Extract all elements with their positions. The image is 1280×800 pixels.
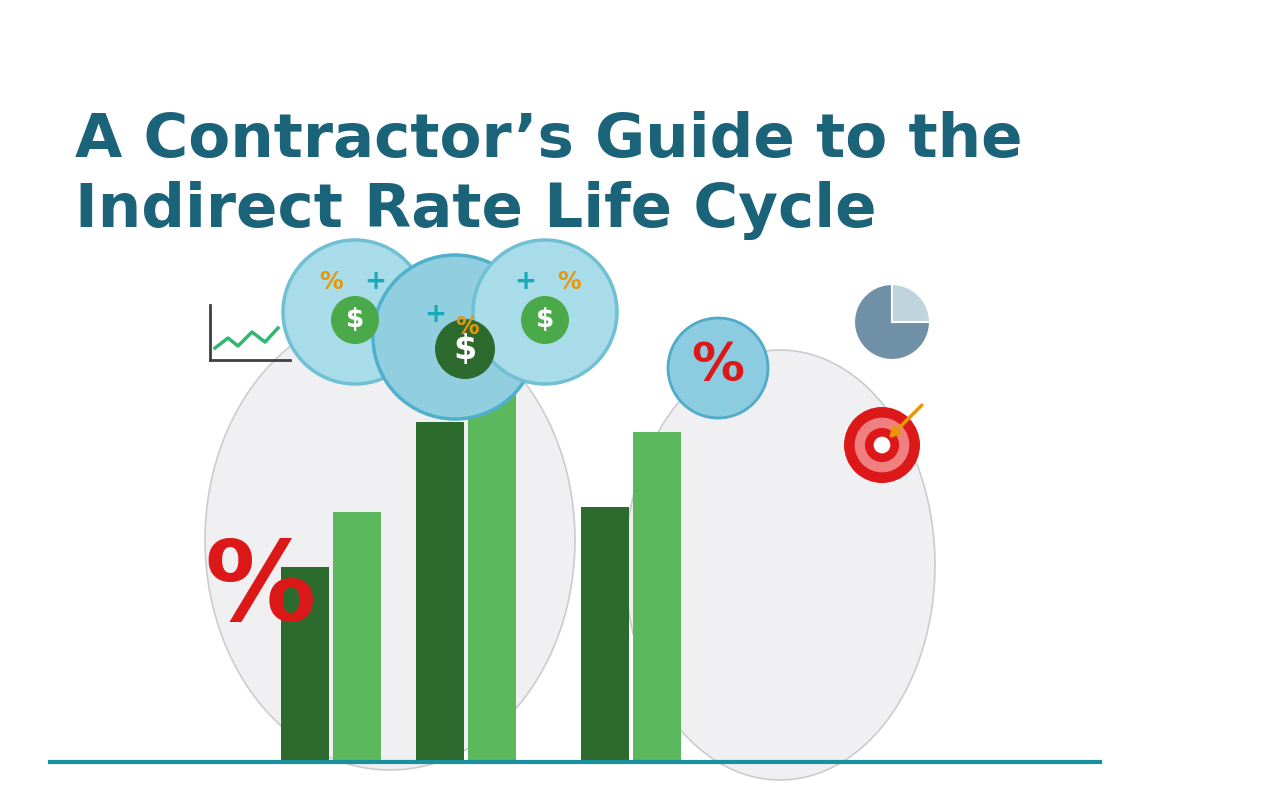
Bar (333, 512, 381, 762)
Circle shape (874, 437, 891, 454)
Circle shape (474, 240, 617, 384)
Text: %: % (691, 340, 745, 392)
Bar (468, 367, 516, 762)
Text: %: % (456, 315, 479, 339)
Text: $: $ (346, 307, 364, 333)
Wedge shape (854, 284, 931, 360)
Bar (282, 567, 329, 762)
Text: +: + (424, 302, 445, 328)
Text: +: + (515, 269, 536, 295)
Text: $: $ (453, 333, 476, 366)
Circle shape (435, 319, 495, 379)
Bar (634, 432, 681, 762)
Text: +: + (364, 269, 387, 295)
Circle shape (855, 418, 909, 472)
Circle shape (332, 296, 379, 344)
Circle shape (844, 407, 920, 483)
Text: $: $ (536, 307, 554, 333)
Text: Indirect Rate Life Cycle: Indirect Rate Life Cycle (76, 181, 877, 239)
Ellipse shape (205, 310, 575, 770)
Circle shape (865, 428, 899, 462)
Circle shape (521, 296, 570, 344)
Text: %: % (557, 270, 581, 294)
Text: %: % (319, 270, 343, 294)
Bar (581, 507, 628, 762)
Circle shape (372, 255, 538, 419)
Circle shape (668, 318, 768, 418)
Wedge shape (892, 284, 931, 322)
Text: %: % (205, 537, 316, 643)
Text: A Contractor’s Guide to the: A Contractor’s Guide to the (76, 110, 1023, 170)
Circle shape (283, 240, 428, 384)
Bar (416, 422, 465, 762)
Ellipse shape (625, 350, 934, 780)
